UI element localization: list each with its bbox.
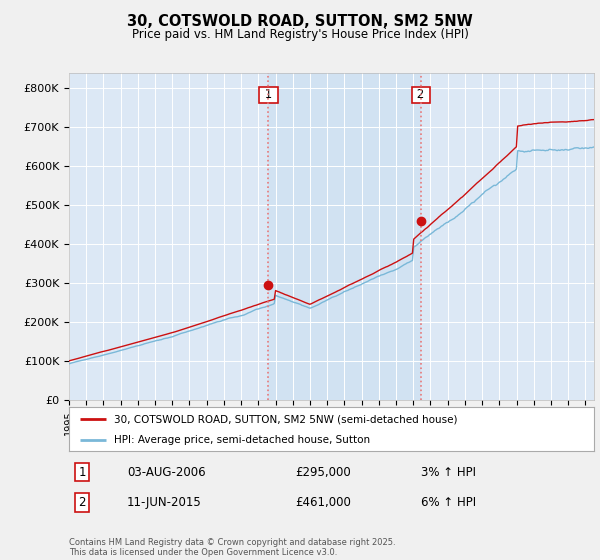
- Text: HPI: Average price, semi-detached house, Sutton: HPI: Average price, semi-detached house,…: [113, 435, 370, 445]
- Text: £461,000: £461,000: [295, 496, 350, 510]
- Text: 6% ↑ HPI: 6% ↑ HPI: [421, 496, 476, 510]
- Text: 30, COTSWOLD ROAD, SUTTON, SM2 5NW: 30, COTSWOLD ROAD, SUTTON, SM2 5NW: [127, 14, 473, 29]
- Text: 3% ↑ HPI: 3% ↑ HPI: [421, 465, 476, 479]
- Text: 11-JUN-2015: 11-JUN-2015: [127, 496, 202, 510]
- Text: 2: 2: [413, 88, 428, 101]
- Text: Contains HM Land Registry data © Crown copyright and database right 2025.
This d: Contains HM Land Registry data © Crown c…: [69, 538, 395, 557]
- Text: 2: 2: [79, 496, 86, 510]
- Text: Price paid vs. HM Land Registry's House Price Index (HPI): Price paid vs. HM Land Registry's House …: [131, 28, 469, 41]
- Text: 1: 1: [79, 465, 86, 479]
- Text: 03-AUG-2006: 03-AUG-2006: [127, 465, 205, 479]
- Bar: [268, 73, 421, 400]
- Text: £295,000: £295,000: [295, 465, 350, 479]
- Text: 1: 1: [261, 88, 276, 101]
- Text: 30, COTSWOLD ROAD, SUTTON, SM2 5NW (semi-detached house): 30, COTSWOLD ROAD, SUTTON, SM2 5NW (semi…: [113, 414, 457, 424]
